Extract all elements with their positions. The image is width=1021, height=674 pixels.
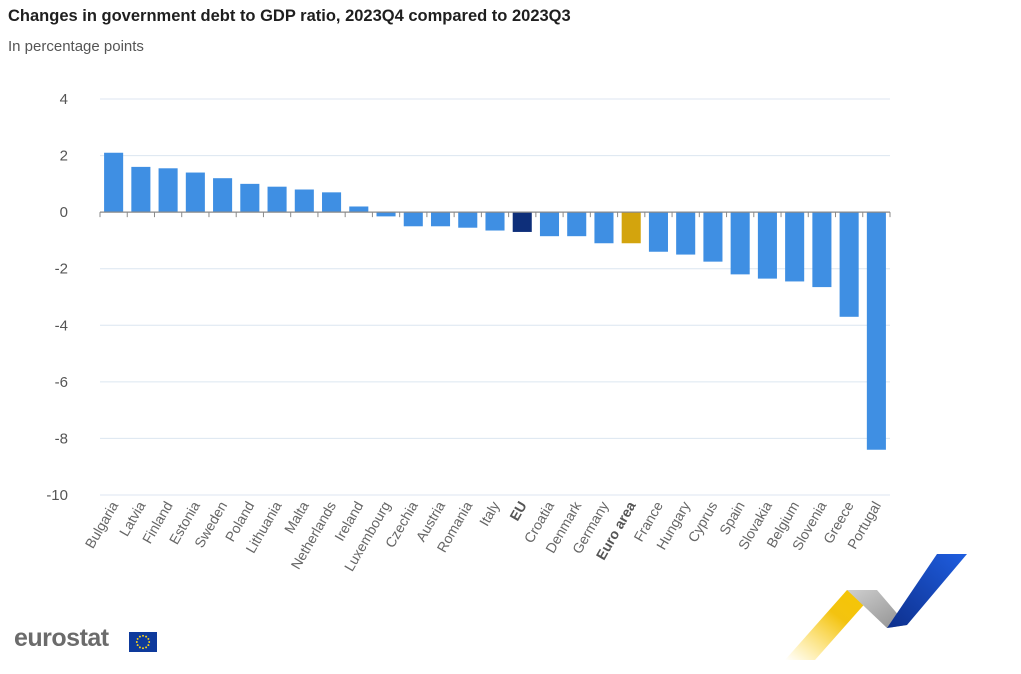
bar-hungary[interactable]: [676, 212, 696, 255]
flag-star: [138, 635, 141, 638]
bar-malta[interactable]: [294, 189, 314, 213]
bar-portugal[interactable]: [866, 212, 886, 450]
y-tick-label: 0: [60, 204, 68, 221]
bar-czechia[interactable]: [403, 212, 423, 227]
bar-lithuania[interactable]: [267, 186, 287, 213]
bar-austria[interactable]: [430, 212, 451, 227]
bar-eu[interactable]: [512, 212, 532, 232]
bar-spain[interactable]: [730, 212, 750, 275]
bar-ireland[interactable]: [349, 206, 369, 213]
bar-romania[interactable]: [458, 212, 478, 228]
y-tick-label: -10: [46, 487, 68, 504]
y-tick-label: -8: [55, 430, 68, 447]
bar-germany[interactable]: [594, 212, 614, 244]
flag-star: [145, 646, 148, 649]
flag-star: [142, 647, 144, 650]
bar-luxembourg[interactable]: [376, 212, 396, 217]
chart-subtitle: In percentage points: [8, 38, 144, 55]
x-tick-label: Bulgaria: [82, 498, 122, 551]
bar-italy[interactable]: [485, 212, 505, 231]
flag-star: [142, 634, 144, 637]
bar-cyprus[interactable]: [703, 212, 723, 262]
y-tick-label: -4: [55, 317, 68, 334]
bars: [104, 152, 886, 450]
bar-latvia[interactable]: [131, 166, 151, 213]
flag-star: [147, 637, 150, 640]
flag-star: [147, 644, 150, 647]
bar-bulgaria[interactable]: [104, 152, 124, 213]
zero-baseline: [99, 211, 891, 218]
y-tick-label: -6: [55, 374, 68, 391]
bar-slovenia[interactable]: [812, 212, 832, 288]
bar-estonia[interactable]: [185, 172, 205, 213]
bar-slovakia[interactable]: [757, 212, 777, 279]
flag-star: [145, 635, 148, 638]
bar-poland[interactable]: [240, 183, 260, 213]
bar-finland[interactable]: [158, 168, 178, 213]
bar-denmark[interactable]: [567, 212, 587, 237]
bar-greece[interactable]: [839, 212, 859, 317]
grid-lines: [100, 98, 890, 496]
flag-star: [136, 637, 139, 640]
bar-netherlands[interactable]: [322, 192, 342, 213]
x-axis-labels: BulgariaLatviaFinlandEstoniaSwedenPoland…: [82, 498, 884, 574]
bar-chart: 4 2 0 -2 -4 -6 -8 -10 BulgariaLatviaFinlandEsto…: [46, 91, 891, 574]
bar-croatia[interactable]: [539, 212, 560, 237]
decorative-ribbon-graphic: [785, 554, 967, 660]
flag-star: [135, 641, 138, 643]
chart-title: Changes in government debt to GDP ratio,…: [8, 7, 571, 25]
y-axis-ticks: 4 2 0 -2 -4 -6 -8 -10: [46, 91, 68, 504]
y-tick-label: -2: [55, 261, 68, 278]
eurostat-logo: eurostat: [14, 624, 109, 652]
bar-euro-area[interactable]: [621, 212, 641, 244]
x-tick-label: Italy: [476, 499, 503, 529]
bar-belgium[interactable]: [785, 212, 805, 282]
y-tick-label: 4: [60, 91, 68, 108]
flag-star: [148, 641, 151, 643]
y-tick-label: 2: [60, 148, 68, 165]
flag-star: [136, 644, 139, 647]
flag-star: [138, 646, 141, 649]
bar-france[interactable]: [648, 212, 668, 252]
bar-sweden[interactable]: [213, 178, 233, 213]
eu-flag-icon: [129, 632, 157, 652]
x-tick-label: EU: [506, 499, 530, 524]
